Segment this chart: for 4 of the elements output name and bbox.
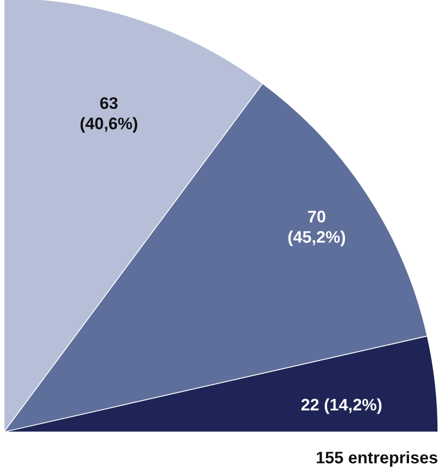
data-label: 22 (14,2%) xyxy=(301,398,382,414)
data-label: 63 (40,6%) xyxy=(80,97,138,133)
data-label: 70 (45,2%) xyxy=(288,210,346,246)
text: 155 entreprises xyxy=(316,451,438,467)
